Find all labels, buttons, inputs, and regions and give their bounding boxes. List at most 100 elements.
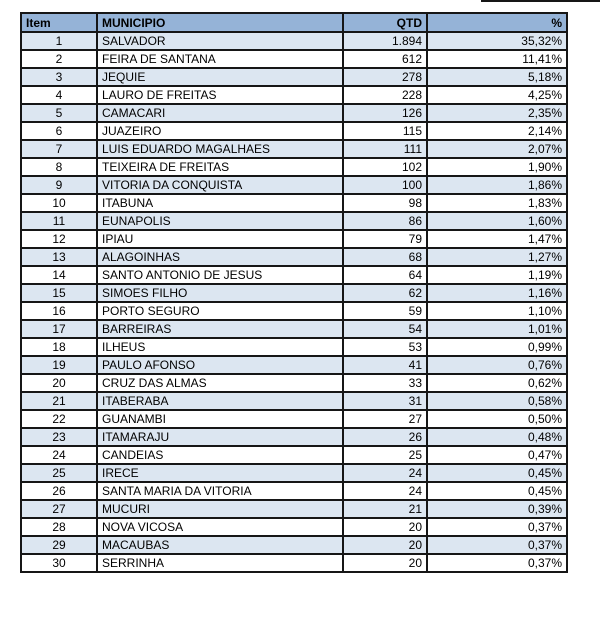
table-row: 13 ALAGOINHAS 68 1,27% — [20, 247, 568, 267]
cell-qtd: 278 — [342, 67, 428, 87]
table-row: 14 SANTO ANTONIO DE JESUS 64 1,19% — [20, 265, 568, 285]
municipality-table: Item MUNICIPIO QTD % 1 SALVADOR 1.894 35,32… — [20, 12, 568, 573]
cell-municipio: BARREIRAS — [96, 319, 344, 339]
cell-item: 12 — [20, 229, 98, 249]
table-row: 26 SANTA MARIA DA VITORIA 24 0,45% — [20, 481, 568, 501]
cell-item: 30 — [20, 553, 98, 573]
cell-municipio: MACAUBAS — [96, 535, 344, 555]
cell-item: 1 — [20, 31, 98, 51]
table-row: 9 VITORIA DA CONQUISTA 100 1,86% — [20, 175, 568, 195]
cell-qtd: 228 — [342, 85, 428, 105]
table-row: 24 CANDEIAS 25 0,47% — [20, 445, 568, 465]
cell-qtd: 41 — [342, 355, 428, 375]
cell-qtd: 1.894 — [342, 31, 428, 51]
column-header-item: Item — [20, 12, 98, 33]
table-row: 19 PAULO AFONSO 41 0,76% — [20, 355, 568, 375]
table-row: 6 JUAZEIRO 115 2,14% — [20, 121, 568, 141]
cell-item: 3 — [20, 67, 98, 87]
cell-item: 10 — [20, 193, 98, 213]
cell-qtd: 31 — [342, 391, 428, 411]
table-header: Item MUNICIPIO QTD % — [20, 12, 568, 33]
cell-municipio: CAMACARI — [96, 103, 344, 123]
cell-qtd: 27 — [342, 409, 428, 429]
cell-item: 23 — [20, 427, 98, 447]
cell-qtd: 115 — [342, 121, 428, 141]
table-row: 3 JEQUIE 278 5,18% — [20, 67, 568, 87]
cell-municipio: IRECE — [96, 463, 344, 483]
cell-pct: 1,90% — [426, 157, 568, 177]
table-row: 5 CAMACARI 126 2,35% — [20, 103, 568, 123]
cell-pct: 1,83% — [426, 193, 568, 213]
table-body: 1 SALVADOR 1.894 35,32% 2 FEIRA DE SANTANA 612… — [20, 31, 568, 573]
cell-municipio: SERRINHA — [96, 553, 344, 573]
cell-municipio: EUNAPOLIS — [96, 211, 344, 231]
cell-item: 5 — [20, 103, 98, 123]
cell-municipio: SIMOES FILHO — [96, 283, 344, 303]
cell-municipio: IPIAU — [96, 229, 344, 249]
cropped-element-edge — [481, 0, 600, 2]
cell-municipio: ALAGOINHAS — [96, 247, 344, 267]
cell-qtd: 54 — [342, 319, 428, 339]
cell-qtd: 102 — [342, 157, 428, 177]
table-row: 23 ITAMARAJU 26 0,48% — [20, 427, 568, 447]
cell-qtd: 59 — [342, 301, 428, 321]
cell-qtd: 26 — [342, 427, 428, 447]
table-row: 25 IRECE 24 0,45% — [20, 463, 568, 483]
cell-municipio: ILHEUS — [96, 337, 344, 357]
table-row: 20 CRUZ DAS ALMAS 33 0,62% — [20, 373, 568, 393]
table-row: 11 EUNAPOLIS 86 1,60% — [20, 211, 568, 231]
cell-qtd: 20 — [342, 535, 428, 555]
cell-qtd: 24 — [342, 463, 428, 483]
cell-item: 11 — [20, 211, 98, 231]
cell-item: 14 — [20, 265, 98, 285]
table-row: 29 MACAUBAS 20 0,37% — [20, 535, 568, 555]
cell-item: 22 — [20, 409, 98, 429]
cell-municipio: NOVA VICOSA — [96, 517, 344, 537]
cell-pct: 2,35% — [426, 103, 568, 123]
cell-item: 7 — [20, 139, 98, 159]
table-row: 12 IPIAU 79 1,47% — [20, 229, 568, 249]
cell-qtd: 98 — [342, 193, 428, 213]
cell-municipio: ITABERABA — [96, 391, 344, 411]
table-row: 2 FEIRA DE SANTANA 612 11,41% — [20, 49, 568, 69]
cell-pct: 11,41% — [426, 49, 568, 69]
cell-qtd: 64 — [342, 265, 428, 285]
cell-item: 6 — [20, 121, 98, 141]
cell-pct: 0,99% — [426, 337, 568, 357]
cell-item: 16 — [20, 301, 98, 321]
cell-qtd: 79 — [342, 229, 428, 249]
cell-qtd: 62 — [342, 283, 428, 303]
cell-item: 2 — [20, 49, 98, 69]
cell-item: 8 — [20, 157, 98, 177]
cell-pct: 1,27% — [426, 247, 568, 267]
table-row: 28 NOVA VICOSA 20 0,37% — [20, 517, 568, 537]
table-row: 16 PORTO SEGURO 59 1,10% — [20, 301, 568, 321]
cell-item: 9 — [20, 175, 98, 195]
cell-pct: 0,37% — [426, 553, 568, 573]
cell-municipio: MUCURI — [96, 499, 344, 519]
cell-pct: 1,16% — [426, 283, 568, 303]
cell-qtd: 20 — [342, 553, 428, 573]
cell-municipio: SALVADOR — [96, 31, 344, 51]
cell-pct: 0,47% — [426, 445, 568, 465]
cell-pct: 5,18% — [426, 67, 568, 87]
table-row: 30 SERRINHA 20 0,37% — [20, 553, 568, 573]
cell-municipio: LUIS EDUARDO MAGALHAES — [96, 139, 344, 159]
cell-municipio: SANTA MARIA DA VITORIA — [96, 481, 344, 501]
cell-qtd: 86 — [342, 211, 428, 231]
cell-pct: 0,50% — [426, 409, 568, 429]
table-row: 18 ILHEUS 53 0,99% — [20, 337, 568, 357]
cell-municipio: SANTO ANTONIO DE JESUS — [96, 265, 344, 285]
cell-municipio: LAURO DE FREITAS — [96, 85, 344, 105]
cell-qtd: 24 — [342, 481, 428, 501]
cell-qtd: 53 — [342, 337, 428, 357]
table-row: 17 BARREIRAS 54 1,01% — [20, 319, 568, 339]
cell-pct: 2,07% — [426, 139, 568, 159]
cell-qtd: 111 — [342, 139, 428, 159]
cell-municipio: ITABUNA — [96, 193, 344, 213]
cell-municipio: JEQUIE — [96, 67, 344, 87]
cell-item: 27 — [20, 499, 98, 519]
column-header-municipio: MUNICIPIO — [96, 12, 344, 33]
table-row: 8 TEIXEIRA DE FREITAS 102 1,90% — [20, 157, 568, 177]
column-header-qtd: QTD — [342, 12, 428, 33]
